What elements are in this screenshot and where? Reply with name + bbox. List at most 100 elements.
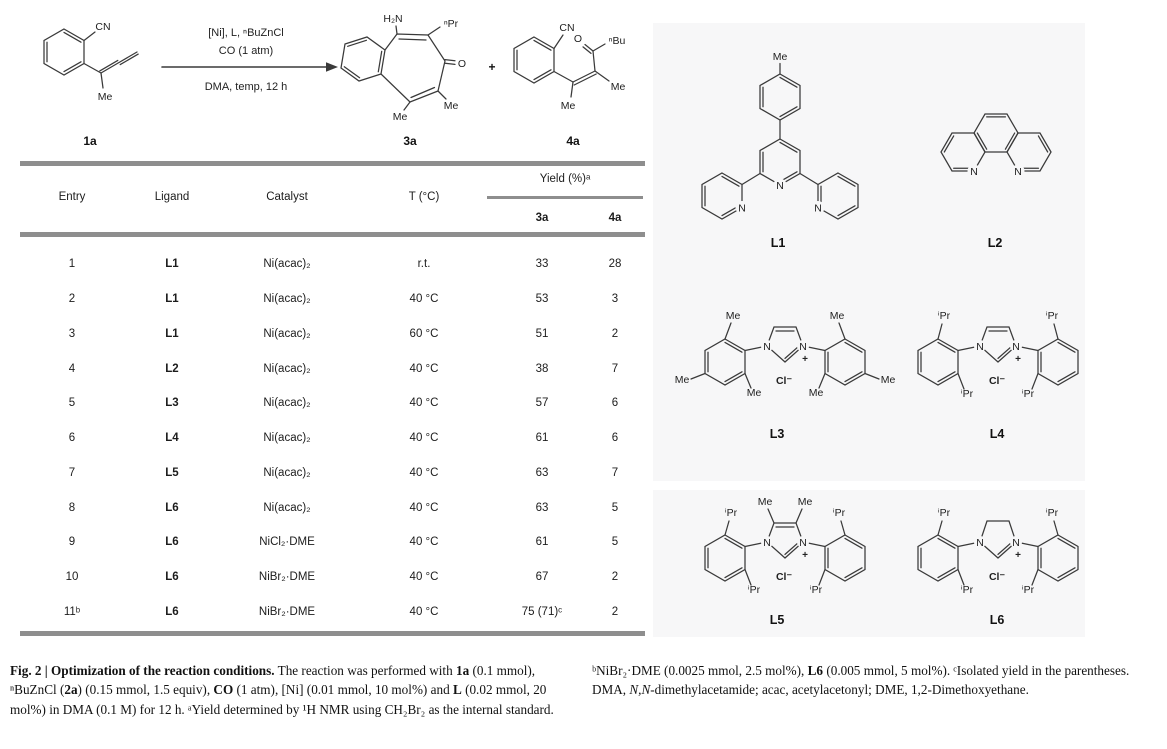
cell-entry: 8 (68, 501, 76, 514)
atom-label: N (799, 341, 807, 353)
atom-label: N (738, 203, 746, 215)
charge-label: + (802, 354, 808, 365)
cell-yield-3a: 61 (535, 536, 549, 549)
counterion-label: Cl⁻ (989, 571, 1006, 583)
cell-yield-4a: 6 (611, 432, 619, 445)
atom-label: Me (881, 374, 896, 386)
compound-label-4a: 4a (566, 134, 580, 148)
table-rule-header (20, 232, 645, 237)
atom-label: ⁱPr (1022, 388, 1035, 400)
atom-label: N (976, 537, 984, 549)
structure-L6: ⁱPr ⁱPr ⁱPr ⁱPr N N + Cl⁻ L6 (917, 507, 1079, 627)
cell-entry: 3 (68, 327, 76, 340)
figure-caption-left: Fig. 2 | Optimization of the reaction co… (10, 661, 584, 719)
atom-label: Me (726, 310, 741, 322)
atom-label: N (799, 537, 807, 549)
atom-label: Me (611, 81, 626, 93)
ligand-label-L2: L2 (988, 236, 1003, 250)
charge-label: + (802, 550, 808, 561)
atom-label: Me (98, 91, 113, 103)
table-rule-bottom (20, 631, 645, 636)
cell-entry: 2 (68, 293, 76, 306)
cell-temp: 40 °C (409, 571, 439, 584)
cell-yield-4a: 5 (611, 536, 619, 549)
cell-yield-3a: 57 (535, 397, 549, 410)
cell-catalyst: Ni(acac)₂ (263, 258, 311, 271)
cell-ligand: L1 (165, 293, 179, 306)
cell-temp: 40 °C (409, 501, 439, 514)
yield-group-header: Yield (%)ᵃ (539, 173, 591, 185)
table-rule-top (20, 161, 645, 166)
cell-temp: 40 °C (409, 536, 439, 549)
col-header-entry: Entry (58, 191, 86, 203)
caption-segment: L6 (807, 663, 824, 678)
figure-caption-right: ᵇNiBr₂·DME (0.0025 mmol, 2.5 mol%), L6 (… (592, 661, 1165, 700)
atom-label: N (1014, 166, 1022, 178)
cell-entry: 9 (68, 536, 76, 549)
cell-yield-3a: 51 (535, 327, 549, 340)
cell-entry: 10 (65, 571, 79, 584)
cell-entry: 11ᵇ (63, 605, 81, 618)
cell-temp: 60 °C (409, 327, 439, 340)
cell-ligand: L1 (165, 258, 179, 271)
atom-label: N (763, 341, 771, 353)
structure-L2: N N L2 (940, 113, 1052, 250)
cell-ligand: L6 (165, 501, 179, 514)
atom-label: CN (559, 22, 574, 34)
atom-label: O (458, 58, 466, 70)
cell-yield-3a: 75 (71)ᶜ (521, 605, 563, 618)
ligand-label-L5: L5 (770, 613, 785, 627)
cell-catalyst: Ni(acac)₂ (263, 362, 311, 375)
atom-label: N (970, 166, 978, 178)
structure-L1: Me N N N L1 (701, 51, 859, 250)
atom-label: Me (747, 387, 762, 399)
atom-label: ⁿPr (444, 18, 459, 30)
compound-label-3a: 3a (403, 134, 417, 148)
caption-segment: ᵇNiBr₂·DME (0.0025 mmol, 2.5 mol%), (592, 663, 808, 678)
cell-catalyst: NiCl₂·DME (259, 536, 315, 549)
cell-ligand: L6 (165, 571, 179, 584)
caption-segment: (0.1 mmol), ⁿBuZnCl ( (10, 663, 536, 698)
atom-label: ⁱPr (1046, 507, 1059, 519)
conditions-line3: DMA, temp, 12 h (205, 81, 288, 93)
caption-segment: (0.02 mmol, 20 mol%) in DMA (0.1 M) for … (10, 682, 554, 717)
caption-segment: The reaction was performed with (274, 663, 456, 678)
cell-entry: 7 (68, 466, 76, 479)
atom-label: Me (758, 496, 773, 508)
charge-label: + (1015, 354, 1021, 365)
cell-yield-3a: 63 (535, 466, 549, 479)
cell-ligand: L6 (165, 605, 179, 618)
atom-label: ⁱPr (810, 584, 823, 596)
conditions-line1: [Ni], L, ⁿBuZnCl (208, 27, 284, 39)
cell-catalyst: Ni(acac)₂ (263, 501, 311, 514)
caption-segment: N,N (629, 682, 651, 698)
structure-3a: O H₂N ⁿPr Me Me 3a (340, 13, 466, 148)
atom-label: ⁱPr (961, 388, 974, 400)
cell-yield-3a: 33 (535, 258, 549, 271)
ligand-label-L3: L3 (770, 427, 785, 441)
cell-ligand: L5 (165, 466, 179, 479)
cell-temp: 40 °C (409, 362, 439, 375)
ligand-panel-top (653, 23, 1085, 481)
cell-catalyst: NiBr₂·DME (258, 605, 316, 618)
cell-yield-4a: 3 (611, 293, 619, 306)
cell-yield-4a: 7 (611, 466, 619, 479)
cell-ligand: L1 (165, 327, 179, 340)
plus-sign: + (488, 60, 495, 74)
cell-temp: 40 °C (409, 432, 439, 445)
col-header-ligand: Ligand (154, 191, 190, 203)
structure-L3: Me Me Me Me Me Me N N + Cl⁻ L3 (675, 310, 896, 441)
ligand-label-L6: L6 (990, 613, 1005, 627)
atom-label: N (763, 537, 771, 549)
atom-label: CN (95, 21, 110, 33)
caption-segment: (1 atm), [Ni] (0.01 mmol, 10 mol%) and (233, 682, 453, 698)
col-header-4a: 4a (608, 212, 622, 224)
cell-yield-3a: 63 (535, 501, 549, 514)
table-subheader-row: 3a 4a (20, 212, 645, 224)
cell-yield-4a: 28 (608, 258, 622, 271)
atom-label: Me (561, 100, 576, 112)
cell-entry: 6 (68, 432, 76, 445)
cell-yield-3a: 67 (535, 571, 549, 584)
caption-segment: -dimethylacetamide; acac, acetylacetonyl… (650, 682, 1029, 698)
charge-label: + (1015, 550, 1021, 561)
